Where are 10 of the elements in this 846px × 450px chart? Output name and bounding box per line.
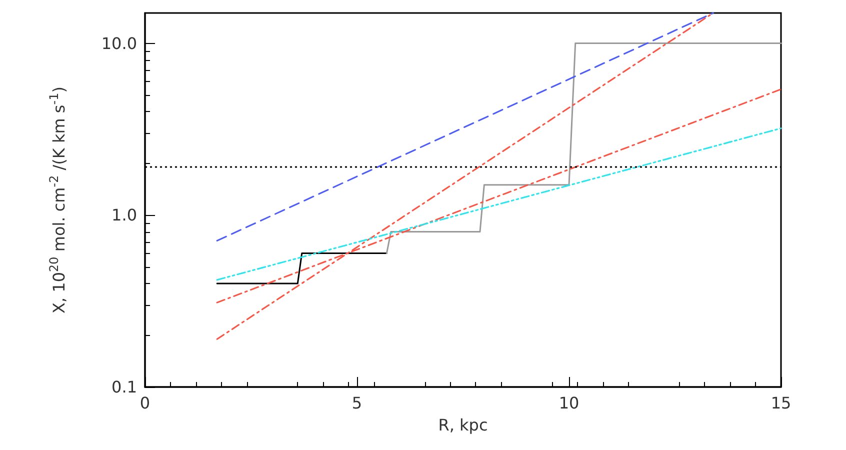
x-tick-label: 10	[558, 394, 580, 412]
x-tick-label: 5	[352, 394, 362, 412]
y-tick-label: 0.1	[112, 378, 137, 396]
y-axis-title: X, 1020 mol. cm-2 /(K km s-1)	[47, 86, 68, 314]
x-tick-label: 0	[140, 394, 150, 412]
x-tick-label: 15	[770, 394, 792, 412]
x-axis-title: R, kpc	[438, 416, 488, 434]
y-tick-label: 1.0	[112, 206, 137, 225]
y-tick-label: 10.0	[101, 34, 137, 53]
line-series	[386, 42, 782, 254]
